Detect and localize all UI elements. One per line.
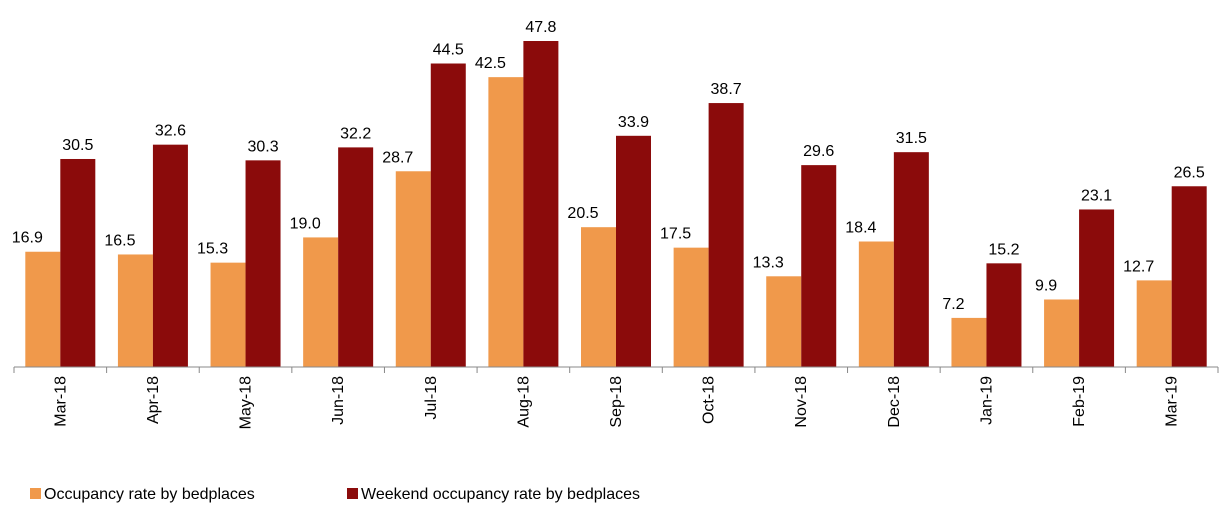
bar — [303, 237, 339, 367]
value-label: 23.1 — [1081, 187, 1112, 204]
bar — [430, 63, 466, 367]
bar — [766, 276, 802, 367]
value-label: 32.6 — [155, 123, 186, 140]
x-tick-label: Jan-19 — [978, 376, 995, 425]
value-label: 28.7 — [382, 149, 413, 166]
bar — [951, 317, 987, 367]
value-label: 20.5 — [567, 205, 598, 222]
bar — [488, 77, 524, 367]
bar — [1136, 280, 1172, 367]
value-label: 38.7 — [711, 81, 742, 98]
value-label: 15.2 — [988, 241, 1019, 258]
x-tick-label: Sep-18 — [608, 376, 625, 428]
bar — [1079, 209, 1115, 367]
value-label: 16.5 — [104, 232, 135, 249]
value-label: 12.7 — [1123, 258, 1154, 275]
value-label: 30.5 — [62, 137, 93, 154]
x-tick-label: Aug-18 — [515, 376, 532, 428]
legend-swatch — [30, 488, 41, 499]
value-label: 44.5 — [433, 42, 464, 59]
value-label: 15.3 — [197, 241, 228, 258]
legend-swatch — [347, 488, 358, 499]
x-tick-label: Oct-18 — [701, 376, 718, 424]
value-label: 13.3 — [753, 254, 784, 271]
x-tick-label: Jul-18 — [423, 376, 440, 420]
bar — [801, 165, 837, 367]
value-label: 42.5 — [475, 55, 506, 72]
bar — [210, 262, 246, 367]
bar — [60, 158, 96, 367]
bar — [616, 135, 651, 367]
value-label: 19.0 — [290, 215, 321, 232]
value-label: 18.4 — [845, 220, 876, 237]
bar — [858, 241, 894, 367]
value-label: 16.9 — [12, 230, 43, 247]
bar — [893, 152, 929, 367]
bar — [152, 144, 188, 367]
value-label: 31.5 — [896, 130, 927, 147]
legend-label: Weekend occupancy rate by bedplaces — [361, 486, 640, 503]
bar — [523, 41, 559, 367]
bar — [581, 227, 616, 367]
value-label: 29.6 — [803, 143, 834, 160]
x-tick-label: Mar-19 — [1164, 376, 1181, 427]
value-label: 26.5 — [1174, 164, 1205, 181]
bar — [673, 247, 709, 367]
bar — [986, 263, 1022, 367]
value-label: 7.2 — [942, 296, 964, 313]
legend-label: Occupancy rate by bedplaces — [44, 486, 255, 503]
value-label: 33.9 — [618, 114, 649, 131]
bar — [117, 254, 153, 367]
value-label: 9.9 — [1035, 277, 1057, 294]
bar — [395, 171, 431, 367]
bar — [25, 251, 61, 367]
x-tick-label: Apr-18 — [145, 376, 162, 424]
x-tick-label: Mar-18 — [52, 376, 69, 427]
bar — [708, 103, 744, 368]
value-label: 17.5 — [660, 226, 691, 243]
value-label: 32.2 — [340, 125, 371, 142]
bar — [1171, 186, 1207, 367]
bar — [245, 160, 281, 367]
x-tick-label: Dec-18 — [886, 376, 903, 428]
x-tick-label: Feb-19 — [1071, 376, 1088, 427]
bar — [1044, 299, 1080, 367]
x-tick-label: May-18 — [238, 376, 255, 429]
x-tick-label: Nov-18 — [793, 376, 810, 428]
bar — [338, 147, 374, 367]
x-tick-label: Jun-18 — [330, 376, 347, 425]
value-label: 30.3 — [247, 138, 278, 155]
value-label: 47.8 — [525, 19, 556, 36]
